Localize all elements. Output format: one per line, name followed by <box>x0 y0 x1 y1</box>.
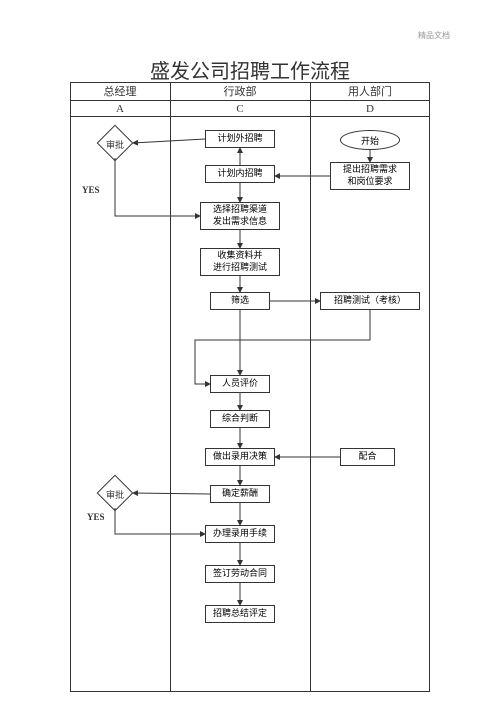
yes-label-2: YES <box>87 512 105 522</box>
node-approve2-label: 审批 <box>95 488 135 501</box>
col-divider-1 <box>170 82 171 692</box>
node-evaluate: 人员评价 <box>210 375 270 393</box>
node-start: 开始 <box>340 130 400 150</box>
col1-header: 总经理 <box>70 84 170 100</box>
page-title: 盛发公司招聘工作流程 <box>0 55 500 84</box>
node-salary: 确定薪酬 <box>210 485 270 503</box>
node-procedure: 办理录用手续 <box>205 525 275 543</box>
node-test: 招聘测试（考核） <box>320 292 420 310</box>
node-summary: 招聘总结评定 <box>205 605 275 623</box>
node-contract: 签订劳动合同 <box>205 565 275 583</box>
node-channel: 选择招聘渠道 发出需求信息 <box>200 202 280 230</box>
node-judge: 综合判断 <box>210 410 270 428</box>
col1-letter: A <box>70 101 170 117</box>
yes-label-1: YES <box>82 185 100 195</box>
col3-header: 用人部门 <box>310 84 430 100</box>
node-filter: 筛选 <box>210 292 270 310</box>
node-decision: 做出录用决策 <box>205 448 275 466</box>
col2-header: 行政部 <box>170 84 310 100</box>
node-demand: 提出招聘需求 和岗位要求 <box>330 162 410 190</box>
node-coop: 配合 <box>340 448 395 466</box>
col-divider-2 <box>310 82 311 692</box>
col2-letter: C <box>170 101 310 117</box>
node-external: 计划外招聘 <box>205 130 275 148</box>
col3-letter: D <box>310 101 430 117</box>
node-internal: 计划内招聘 <box>205 165 275 183</box>
node-approve1-label: 审批 <box>95 138 135 151</box>
node-collect: 收集资料并 进行招聘测试 <box>200 248 280 276</box>
watermark-text: 精品文档 <box>418 30 450 41</box>
